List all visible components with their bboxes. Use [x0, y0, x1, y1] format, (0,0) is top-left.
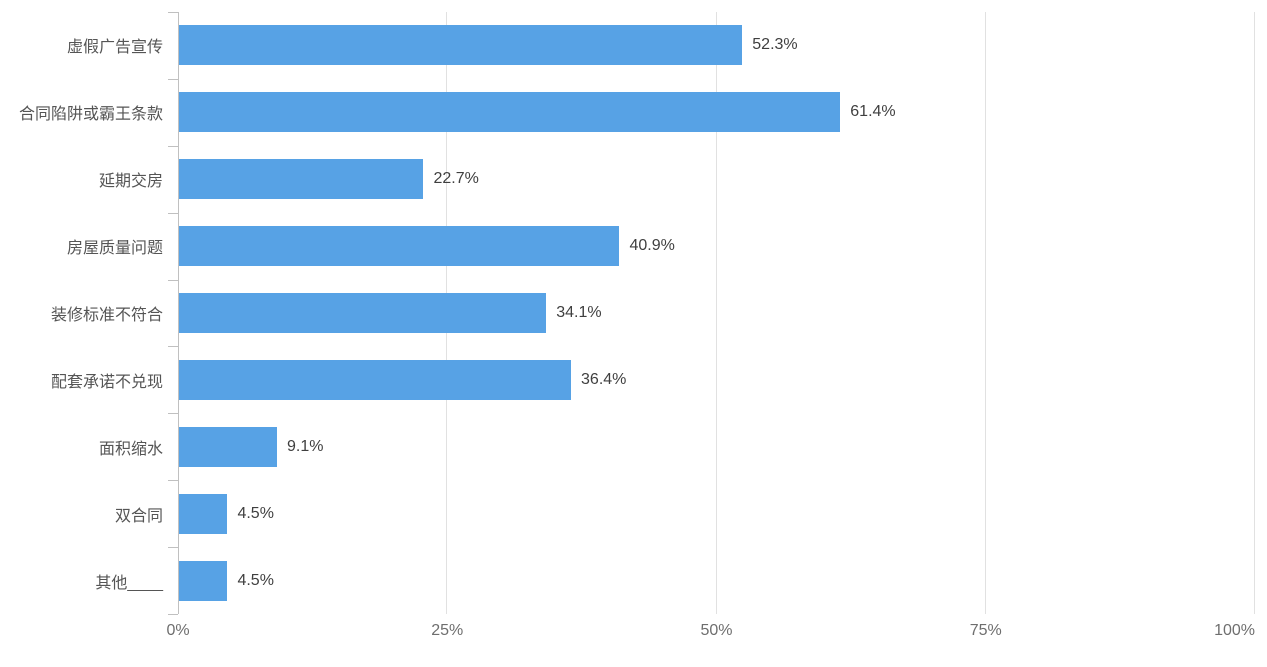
plot-area: 52.3% 61.4% 22.7% 40.9% 34.1% 36.4% 9.1% 4.5% 4.…: [168, 12, 1255, 615]
value-label-5: 36.4%: [581, 370, 627, 388]
value-label-2: 22.7%: [433, 170, 479, 188]
x-tick-label-50%: 50%: [700, 622, 733, 639]
bar-0[interactable]: [179, 25, 743, 66]
value-label-3: 40.9%: [629, 237, 675, 255]
value-label-8: 4.5%: [237, 571, 274, 589]
category-label-8: 其他____: [95, 574, 163, 592]
value-label-7: 4.5%: [237, 504, 274, 522]
y-axis-tick: [168, 346, 178, 347]
x-tick-label-75%: 75%: [969, 622, 1002, 639]
x-tick-label-100%: 100%: [1214, 622, 1255, 639]
value-label-0: 52.3%: [752, 36, 798, 54]
value-label-4: 34.1%: [556, 304, 602, 321]
bar-5[interactable]: [179, 359, 572, 400]
bar-7[interactable]: [179, 493, 228, 534]
category-label-1: 合同陷阱或霸王条款: [18, 106, 163, 124]
y-axis-tick: [168, 146, 178, 147]
gridline-75: [984, 12, 986, 614]
y-axis-tick: [168, 614, 178, 615]
category-label-4: 装修标准不符合: [50, 306, 163, 324]
y-axis-tick: [168, 480, 178, 481]
bar-6[interactable]: [179, 426, 277, 467]
value-label-1: 61.4%: [850, 103, 896, 121]
category-label-2: 延期交房: [98, 173, 163, 191]
category-label-7: 双合同: [114, 507, 163, 525]
bar-8[interactable]: [179, 560, 228, 601]
bar-2[interactable]: [179, 159, 424, 200]
x-tick-label-0%: 0%: [166, 622, 190, 639]
y-axis-tick: [168, 79, 178, 80]
gridline-50: [715, 12, 717, 614]
value-label-6: 9.1%: [287, 437, 324, 455]
bar-1[interactable]: [179, 92, 841, 133]
gridline-100: [1254, 12, 1255, 614]
y-axis-tick: [168, 12, 178, 13]
y-axis-line: [178, 12, 179, 614]
y-axis-tick: [168, 413, 178, 414]
y-axis-tick: [168, 547, 178, 548]
category-label-6: 面积缩水: [98, 440, 163, 458]
category-label-0: 虚假广告宣传: [66, 39, 163, 57]
y-axis-tick: [168, 280, 178, 281]
category-label-5: 配套承诺不兑现: [50, 373, 163, 391]
category-label-3: 房屋质量问题: [66, 240, 163, 258]
bar-3[interactable]: [179, 226, 620, 267]
bar-4[interactable]: [179, 293, 547, 333]
x-tick-label-25%: 25%: [431, 622, 464, 639]
y-axis-tick: [168, 213, 178, 214]
